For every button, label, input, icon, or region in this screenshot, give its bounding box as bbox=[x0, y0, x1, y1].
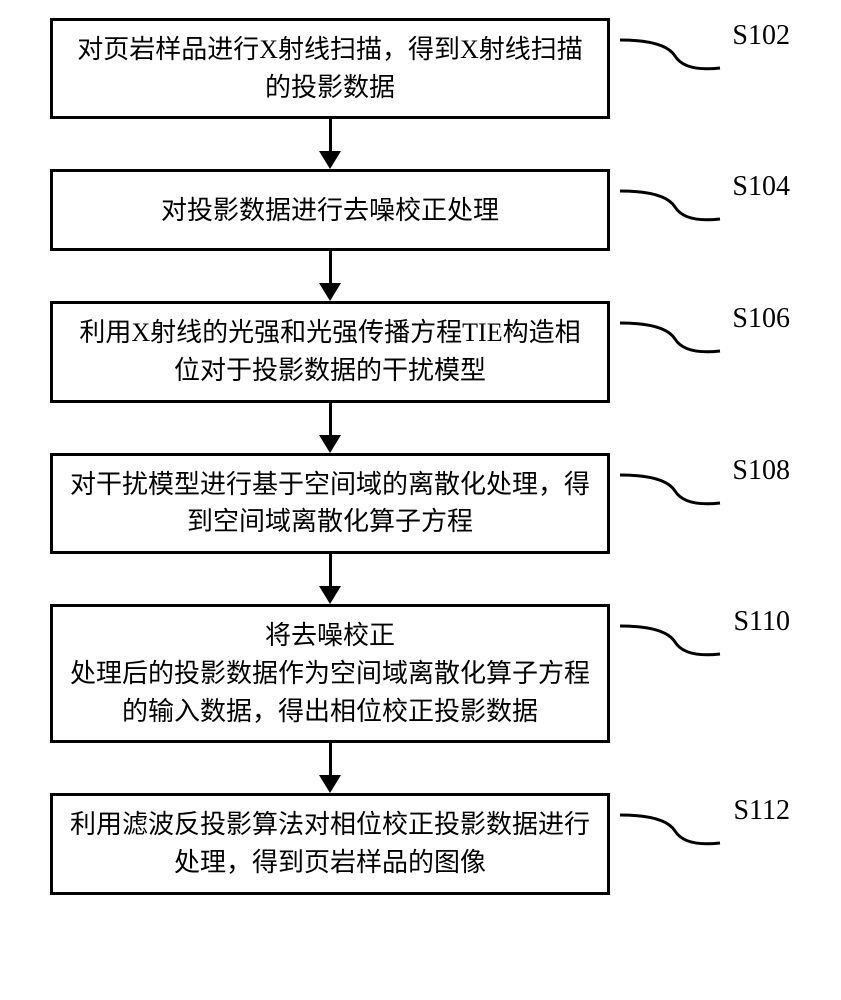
step-row: 利用滤波反投影算法对相位校正投影数据进行处理，得到页岩样品的图像 S112 bbox=[50, 793, 790, 894]
connector: S106 bbox=[620, 301, 790, 361]
step-row: 对投影数据进行去噪校正处理 S104 bbox=[50, 169, 790, 251]
step-label: S110 bbox=[733, 606, 790, 638]
step-row: 对干扰模型进行基于空间域的离散化处理，得到空间域离散化算子方程 S108 bbox=[50, 453, 790, 554]
connector: S102 bbox=[620, 18, 790, 78]
arrow-down bbox=[50, 251, 610, 301]
connector: S108 bbox=[620, 453, 790, 513]
step-text: 将去噪校正 处理后的投影数据作为空间域离散化算子方程的输入数据，得出相位校正投影… bbox=[69, 617, 591, 730]
step-box-s110: 将去噪校正 处理后的投影数据作为空间域离散化算子方程的输入数据，得出相位校正投影… bbox=[50, 604, 610, 743]
flowchart-container: 对页岩样品进行X射线扫描，得到X射线扫描的投影数据 S102 对投影数据进行去噪… bbox=[50, 18, 790, 895]
step-label: S104 bbox=[732, 171, 790, 203]
step-text: 对干扰模型进行基于空间域的离散化处理，得到空间域离散化算子方程 bbox=[69, 466, 591, 541]
step-row: 将去噪校正 处理后的投影数据作为空间域离散化算子方程的输入数据，得出相位校正投影… bbox=[50, 604, 790, 743]
step-label: S102 bbox=[732, 20, 790, 52]
step-text: 利用滤波反投影算法对相位校正投影数据进行处理，得到页岩样品的图像 bbox=[69, 806, 591, 881]
arrow-down bbox=[50, 403, 610, 453]
connector: S112 bbox=[620, 793, 790, 853]
step-text: 利用X射线的光强和光强传播方程TIE构造相位对于投影数据的干扰模型 bbox=[69, 314, 591, 389]
arrow-down bbox=[50, 554, 610, 604]
step-box-s104: 对投影数据进行去噪校正处理 bbox=[50, 169, 610, 251]
step-box-s112: 利用滤波反投影算法对相位校正投影数据进行处理，得到页岩样品的图像 bbox=[50, 793, 610, 894]
connector: S110 bbox=[620, 604, 790, 664]
arrow-down bbox=[50, 743, 610, 793]
step-label: S112 bbox=[733, 795, 790, 827]
step-row: 利用X射线的光强和光强传播方程TIE构造相位对于投影数据的干扰模型 S106 bbox=[50, 301, 790, 402]
arrow-down bbox=[50, 119, 610, 169]
step-box-s106: 利用X射线的光强和光强传播方程TIE构造相位对于投影数据的干扰模型 bbox=[50, 301, 610, 402]
connector: S104 bbox=[620, 169, 790, 229]
step-label: S106 bbox=[732, 303, 790, 335]
step-row: 对页岩样品进行X射线扫描，得到X射线扫描的投影数据 S102 bbox=[50, 18, 790, 119]
step-box-s102: 对页岩样品进行X射线扫描，得到X射线扫描的投影数据 bbox=[50, 18, 610, 119]
step-text: 对页岩样品进行X射线扫描，得到X射线扫描的投影数据 bbox=[69, 31, 591, 106]
step-label: S108 bbox=[732, 455, 790, 487]
step-text: 对投影数据进行去噪校正处理 bbox=[161, 192, 499, 230]
step-box-s108: 对干扰模型进行基于空间域的离散化处理，得到空间域离散化算子方程 bbox=[50, 453, 610, 554]
